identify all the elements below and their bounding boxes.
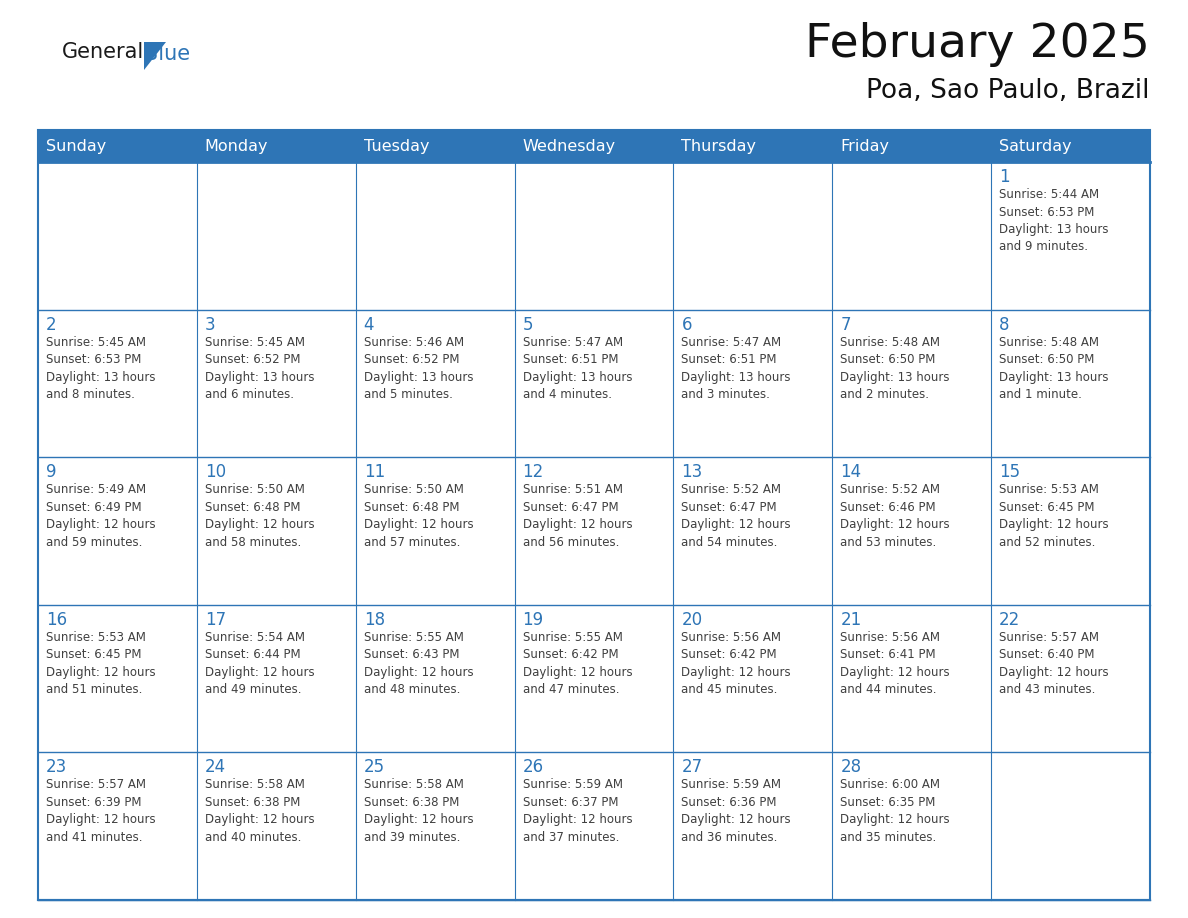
Text: Sunrise: 5:52 AM
Sunset: 6:47 PM
Daylight: 12 hours
and 54 minutes.: Sunrise: 5:52 AM Sunset: 6:47 PM Dayligh…: [682, 483, 791, 549]
Text: Sunrise: 5:50 AM
Sunset: 6:48 PM
Daylight: 12 hours
and 58 minutes.: Sunrise: 5:50 AM Sunset: 6:48 PM Dayligh…: [204, 483, 315, 549]
Text: Sunrise: 5:57 AM
Sunset: 6:40 PM
Daylight: 12 hours
and 43 minutes.: Sunrise: 5:57 AM Sunset: 6:40 PM Dayligh…: [999, 631, 1108, 696]
Text: February 2025: February 2025: [805, 22, 1150, 67]
Text: 27: 27: [682, 758, 702, 777]
Text: 24: 24: [204, 758, 226, 777]
Text: 28: 28: [840, 758, 861, 777]
Text: Sunrise: 5:54 AM
Sunset: 6:44 PM
Daylight: 12 hours
and 49 minutes.: Sunrise: 5:54 AM Sunset: 6:44 PM Dayligh…: [204, 631, 315, 696]
Text: 18: 18: [364, 610, 385, 629]
Text: 14: 14: [840, 464, 861, 481]
Text: Sunrise: 5:45 AM
Sunset: 6:53 PM
Daylight: 13 hours
and 8 minutes.: Sunrise: 5:45 AM Sunset: 6:53 PM Dayligh…: [46, 336, 156, 401]
Text: Sunrise: 5:47 AM
Sunset: 6:51 PM
Daylight: 13 hours
and 4 minutes.: Sunrise: 5:47 AM Sunset: 6:51 PM Dayligh…: [523, 336, 632, 401]
Text: Sunrise: 5:45 AM
Sunset: 6:52 PM
Daylight: 13 hours
and 6 minutes.: Sunrise: 5:45 AM Sunset: 6:52 PM Dayligh…: [204, 336, 315, 401]
Text: 26: 26: [523, 758, 544, 777]
Text: 7: 7: [840, 316, 851, 333]
Text: Blue: Blue: [144, 44, 190, 64]
Text: Sunrise: 5:55 AM
Sunset: 6:42 PM
Daylight: 12 hours
and 47 minutes.: Sunrise: 5:55 AM Sunset: 6:42 PM Dayligh…: [523, 631, 632, 696]
Text: 8: 8: [999, 316, 1010, 333]
Polygon shape: [144, 42, 166, 70]
Text: 19: 19: [523, 610, 544, 629]
Text: Sunrise: 5:53 AM
Sunset: 6:45 PM
Daylight: 12 hours
and 51 minutes.: Sunrise: 5:53 AM Sunset: 6:45 PM Dayligh…: [46, 631, 156, 696]
Text: 2: 2: [46, 316, 57, 333]
Bar: [38, 130, 1150, 162]
Text: Sunrise: 5:48 AM
Sunset: 6:50 PM
Daylight: 13 hours
and 1 minute.: Sunrise: 5:48 AM Sunset: 6:50 PM Dayligh…: [999, 336, 1108, 401]
Text: Sunrise: 5:58 AM
Sunset: 6:38 PM
Daylight: 12 hours
and 40 minutes.: Sunrise: 5:58 AM Sunset: 6:38 PM Dayligh…: [204, 778, 315, 844]
Text: 10: 10: [204, 464, 226, 481]
Text: Sunrise: 5:46 AM
Sunset: 6:52 PM
Daylight: 13 hours
and 5 minutes.: Sunrise: 5:46 AM Sunset: 6:52 PM Dayligh…: [364, 336, 473, 401]
Text: Tuesday: Tuesday: [364, 139, 429, 153]
Bar: [38, 130, 1150, 900]
Text: General: General: [62, 42, 144, 62]
Text: 11: 11: [364, 464, 385, 481]
Text: Sunrise: 5:47 AM
Sunset: 6:51 PM
Daylight: 13 hours
and 3 minutes.: Sunrise: 5:47 AM Sunset: 6:51 PM Dayligh…: [682, 336, 791, 401]
Text: Sunrise: 5:52 AM
Sunset: 6:46 PM
Daylight: 12 hours
and 53 minutes.: Sunrise: 5:52 AM Sunset: 6:46 PM Dayligh…: [840, 483, 950, 549]
Text: 25: 25: [364, 758, 385, 777]
Text: 20: 20: [682, 610, 702, 629]
Text: Sunrise: 5:50 AM
Sunset: 6:48 PM
Daylight: 12 hours
and 57 minutes.: Sunrise: 5:50 AM Sunset: 6:48 PM Dayligh…: [364, 483, 473, 549]
Text: Sunrise: 5:56 AM
Sunset: 6:42 PM
Daylight: 12 hours
and 45 minutes.: Sunrise: 5:56 AM Sunset: 6:42 PM Dayligh…: [682, 631, 791, 696]
Text: 17: 17: [204, 610, 226, 629]
Text: Sunrise: 5:44 AM
Sunset: 6:53 PM
Daylight: 13 hours
and 9 minutes.: Sunrise: 5:44 AM Sunset: 6:53 PM Dayligh…: [999, 188, 1108, 253]
Text: 4: 4: [364, 316, 374, 333]
Text: 9: 9: [46, 464, 57, 481]
Text: 15: 15: [999, 464, 1020, 481]
Text: Sunrise: 6:00 AM
Sunset: 6:35 PM
Daylight: 12 hours
and 35 minutes.: Sunrise: 6:00 AM Sunset: 6:35 PM Dayligh…: [840, 778, 950, 844]
Text: Sunrise: 5:58 AM
Sunset: 6:38 PM
Daylight: 12 hours
and 39 minutes.: Sunrise: 5:58 AM Sunset: 6:38 PM Dayligh…: [364, 778, 473, 844]
Text: Sunrise: 5:59 AM
Sunset: 6:36 PM
Daylight: 12 hours
and 36 minutes.: Sunrise: 5:59 AM Sunset: 6:36 PM Dayligh…: [682, 778, 791, 844]
Text: 3: 3: [204, 316, 215, 333]
Text: Sunrise: 5:59 AM
Sunset: 6:37 PM
Daylight: 12 hours
and 37 minutes.: Sunrise: 5:59 AM Sunset: 6:37 PM Dayligh…: [523, 778, 632, 844]
Text: 21: 21: [840, 610, 861, 629]
Text: Sunrise: 5:51 AM
Sunset: 6:47 PM
Daylight: 12 hours
and 56 minutes.: Sunrise: 5:51 AM Sunset: 6:47 PM Dayligh…: [523, 483, 632, 549]
Text: Sunrise: 5:57 AM
Sunset: 6:39 PM
Daylight: 12 hours
and 41 minutes.: Sunrise: 5:57 AM Sunset: 6:39 PM Dayligh…: [46, 778, 156, 844]
Text: 6: 6: [682, 316, 691, 333]
Text: Sunrise: 5:55 AM
Sunset: 6:43 PM
Daylight: 12 hours
and 48 minutes.: Sunrise: 5:55 AM Sunset: 6:43 PM Dayligh…: [364, 631, 473, 696]
Text: Friday: Friday: [840, 139, 890, 153]
Text: 16: 16: [46, 610, 68, 629]
Text: 22: 22: [999, 610, 1020, 629]
Text: Monday: Monday: [204, 139, 268, 153]
Text: Saturday: Saturday: [999, 139, 1072, 153]
Text: 13: 13: [682, 464, 702, 481]
Text: Sunrise: 5:49 AM
Sunset: 6:49 PM
Daylight: 12 hours
and 59 minutes.: Sunrise: 5:49 AM Sunset: 6:49 PM Dayligh…: [46, 483, 156, 549]
Text: 5: 5: [523, 316, 533, 333]
Text: 23: 23: [46, 758, 68, 777]
Text: Sunday: Sunday: [46, 139, 106, 153]
Text: 1: 1: [999, 168, 1010, 186]
Text: Wednesday: Wednesday: [523, 139, 615, 153]
Text: Sunrise: 5:53 AM
Sunset: 6:45 PM
Daylight: 12 hours
and 52 minutes.: Sunrise: 5:53 AM Sunset: 6:45 PM Dayligh…: [999, 483, 1108, 549]
Text: 12: 12: [523, 464, 544, 481]
Text: Sunrise: 5:48 AM
Sunset: 6:50 PM
Daylight: 13 hours
and 2 minutes.: Sunrise: 5:48 AM Sunset: 6:50 PM Dayligh…: [840, 336, 949, 401]
Text: Sunrise: 5:56 AM
Sunset: 6:41 PM
Daylight: 12 hours
and 44 minutes.: Sunrise: 5:56 AM Sunset: 6:41 PM Dayligh…: [840, 631, 950, 696]
Text: Thursday: Thursday: [682, 139, 757, 153]
Text: Poa, Sao Paulo, Brazil: Poa, Sao Paulo, Brazil: [866, 78, 1150, 104]
